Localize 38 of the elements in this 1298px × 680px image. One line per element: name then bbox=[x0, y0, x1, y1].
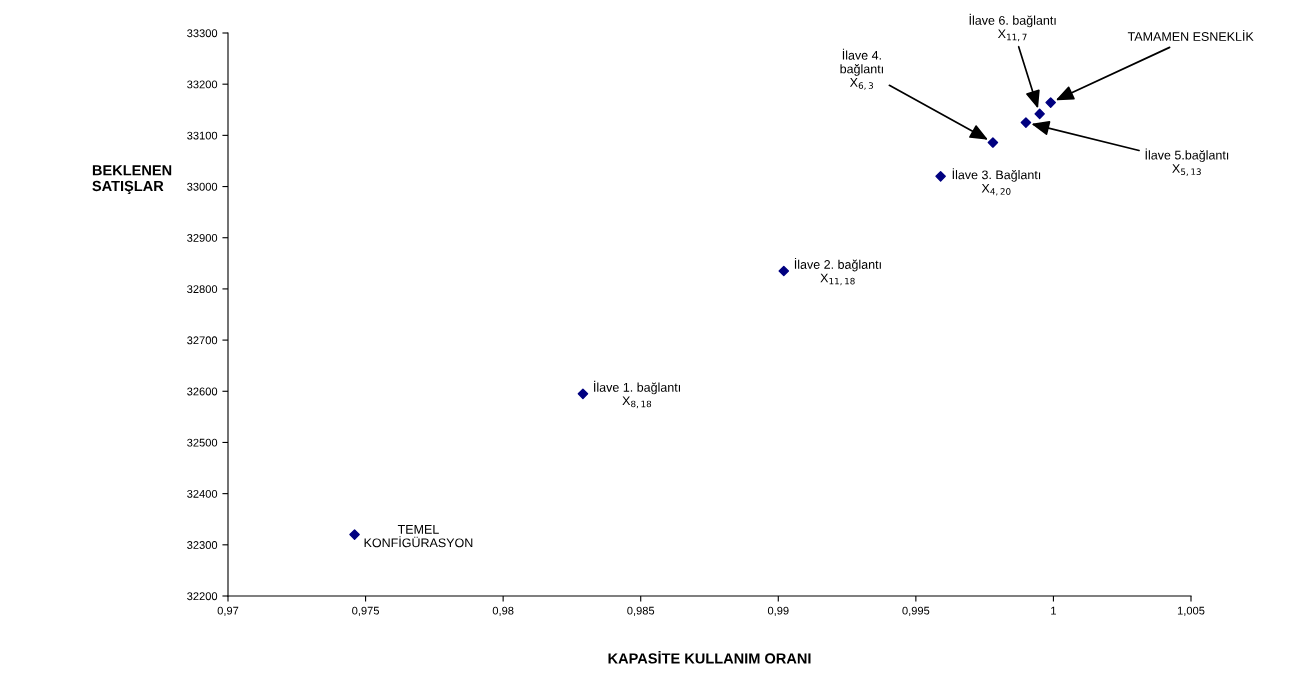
point bbox=[577, 388, 589, 400]
x-tick-label: 1 bbox=[1051, 606, 1056, 615]
point bbox=[935, 171, 946, 182]
y-tick-label: 32800 bbox=[187, 285, 218, 294]
annotation: İlave 6. bağlantı X$_{11,7}$ bbox=[969, 13, 1056, 42]
point bbox=[349, 529, 360, 540]
annotation: İlave 2. bağlantı X$_{11,18}$ bbox=[794, 258, 881, 286]
annotation: TAMAMEN ESNEKLİK bbox=[1127, 30, 1254, 41]
point bbox=[987, 137, 999, 148]
annotation: İlave 4. bağlantı X$_{6,3}$ bbox=[840, 48, 883, 90]
y-tick-label: 33100 bbox=[187, 131, 218, 140]
point bbox=[1020, 117, 1032, 128]
x-tick-label: 0,99 bbox=[767, 606, 789, 616]
x-tick-label: 1,005 bbox=[1177, 606, 1205, 616]
annotation: İlave 1. bağlantı X$_{8,18}$ bbox=[594, 380, 680, 409]
x-tick-label: 0,985 bbox=[627, 606, 655, 616]
y-tick-label: 33000 bbox=[187, 182, 218, 191]
y-tick-label: 32500 bbox=[187, 438, 218, 447]
annotation: İlave 5.bağlantı X$_{5,13}$ bbox=[1145, 148, 1229, 176]
x-tick-label: 0,98 bbox=[492, 606, 514, 616]
y-tick-label: 32300 bbox=[187, 541, 218, 549]
x-axis-title: KAPASİTE KULLANIM ORANI bbox=[608, 650, 811, 664]
y-tick-label: 32200 bbox=[187, 592, 218, 601]
x-tick-label: 0,975 bbox=[352, 606, 380, 616]
y-tick-label: 33300 bbox=[187, 29, 218, 38]
point bbox=[1034, 108, 1045, 120]
y-tick-label: 32600 bbox=[187, 387, 218, 396]
annotation: İlave 3. Bağlantı X$_{4,20}$ bbox=[952, 168, 1041, 196]
x-tick-label: 0,97 bbox=[217, 606, 239, 616]
y-axis-title: BEKLENEN SATIŞLAR bbox=[92, 165, 172, 195]
x-tick-label: 0,995 bbox=[902, 606, 930, 616]
annotation: TEMEL KONFİGÜRASYON bbox=[364, 525, 473, 548]
y-tick-label: 32900 bbox=[187, 233, 218, 242]
y-tick-label: 32700 bbox=[187, 336, 218, 345]
point bbox=[1045, 97, 1056, 108]
y-tick-label: 32400 bbox=[187, 489, 218, 498]
point bbox=[778, 265, 790, 277]
y-tick-label: 33200 bbox=[187, 80, 218, 89]
